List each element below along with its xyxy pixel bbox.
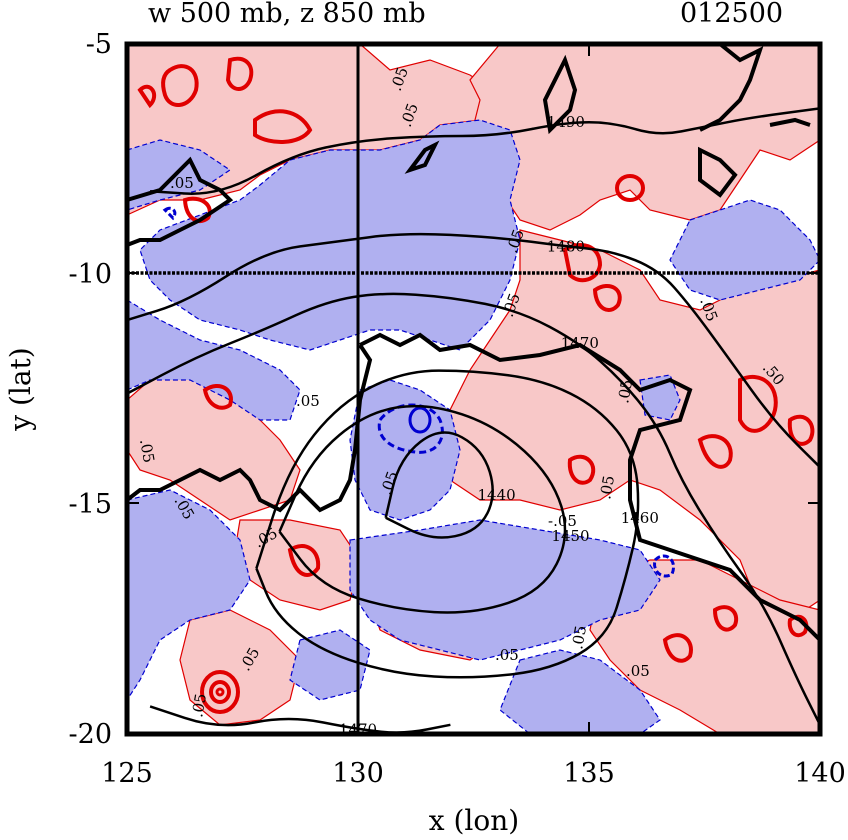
negative-contour (653, 554, 675, 578)
negative-region (289, 629, 371, 701)
negative-region (349, 379, 461, 521)
height-contour-line (150, 107, 820, 195)
positive-contour (202, 384, 233, 410)
height-contour-line (127, 292, 820, 726)
chart-title-right: 012500 (680, 0, 783, 29)
height-contour-line (278, 404, 567, 614)
negative-region (349, 519, 661, 661)
positive-contour (787, 614, 809, 638)
positive-region (439, 229, 820, 621)
y-axis-label: y (lat) (4, 347, 37, 431)
height-contours: 1490148014701460145014401470 (127, 107, 820, 734)
x-tick-labels: 125 130 135 140 (101, 758, 846, 789)
x-tick-label: 125 (101, 758, 153, 789)
positive-contour (567, 454, 596, 485)
outline (769, 117, 811, 127)
interval-label: .05 (296, 392, 320, 410)
height-contour-label: 1450 (551, 527, 589, 545)
tick-marks (127, 44, 820, 734)
height-contour-label: 1440 (478, 486, 516, 504)
height-contour-line (384, 431, 494, 539)
x-tick-label: 140 (794, 758, 846, 789)
positive-contour (253, 109, 313, 144)
height-contour-label: 1480 (547, 237, 585, 255)
plot-frame (124, 41, 823, 737)
positive-contour (215, 687, 225, 697)
positive-contour (200, 670, 240, 714)
positive-contour (562, 243, 603, 283)
interval-label: .05 (614, 378, 636, 405)
y-tick-label: -20 (69, 719, 112, 750)
vertical-velocity-extrema (137, 56, 815, 714)
negative-region (669, 199, 820, 301)
positive-contour (209, 680, 231, 704)
positive-contour (712, 605, 739, 632)
positive-contour (697, 434, 733, 469)
positive-contour (137, 84, 157, 109)
interval-label: -.05 (548, 512, 577, 530)
interval-label: .05 (188, 692, 210, 719)
y-tick-label: -10 (69, 259, 112, 290)
x-axis-label: x (lon) (429, 804, 519, 837)
negative-region (139, 119, 521, 351)
outline (127, 156, 234, 247)
interval-label: .05 (596, 474, 618, 501)
negative-region (499, 649, 661, 734)
outline (698, 146, 738, 198)
outline (699, 44, 764, 132)
positive-contour (787, 414, 815, 446)
positive-contour (287, 544, 321, 577)
positive-contour (592, 284, 622, 312)
negative-region (127, 489, 251, 702)
negative-contour (162, 206, 177, 221)
positive-contour (161, 64, 199, 107)
height-contour-label: 1490 (547, 113, 585, 131)
negative-contour (408, 406, 432, 434)
positive-contour (182, 196, 212, 224)
y-tick-label: -5 (86, 29, 112, 60)
interval-label: .05 (136, 438, 158, 465)
x-tick-label: 130 (332, 758, 384, 789)
chart-title-left: w 500 mb, z 850 mb (148, 0, 426, 29)
positive-contour (615, 174, 645, 202)
interval-label: .05 (568, 624, 590, 651)
outline (542, 54, 578, 135)
height-contour-label: 1470 (561, 334, 599, 352)
positive-contour (225, 56, 254, 91)
outline (359, 332, 820, 642)
x-tick-label: 135 (563, 758, 615, 789)
height-contour-line (127, 232, 820, 469)
y-tick-labels: -5 -10 -15 -20 (69, 29, 112, 750)
thick-outlines (127, 44, 820, 642)
negative-contour (377, 403, 444, 454)
positive-contour (738, 374, 778, 433)
height-contour-line (255, 369, 640, 679)
y-tick-label: -15 (69, 489, 112, 520)
outline (127, 343, 373, 513)
interval-label: .05 (626, 662, 650, 680)
interval-label: .05 (495, 646, 519, 664)
shaded-regions (127, 44, 820, 734)
outline (404, 140, 440, 174)
positive-contour (662, 633, 693, 663)
interval-label: .05 (170, 174, 194, 192)
height-contour-label: 1460 (621, 509, 659, 527)
